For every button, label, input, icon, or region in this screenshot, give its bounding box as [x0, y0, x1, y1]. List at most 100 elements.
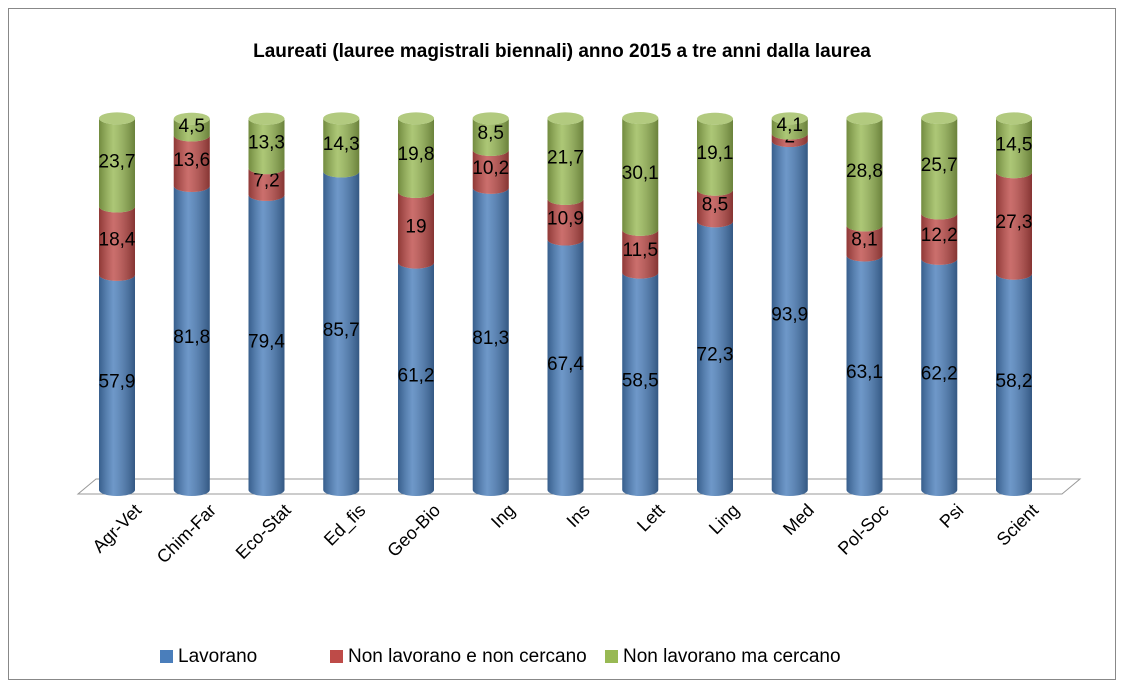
bar-shade — [472, 118, 509, 156]
bar-shade — [398, 118, 434, 198]
data-label: 19 — [405, 216, 426, 237]
bar-cap-light — [921, 112, 958, 124]
bar-shade — [921, 213, 958, 265]
bar-cap-light — [846, 112, 883, 125]
data-label: 63,1 — [846, 362, 883, 383]
bar-shade — [472, 187, 509, 497]
bar-cap-light — [323, 112, 360, 125]
bar-shade — [996, 172, 1032, 280]
data-label: 57,9 — [99, 371, 136, 392]
bar-shade — [398, 262, 434, 496]
data-label: 72,3 — [697, 345, 734, 366]
data-label: 25,7 — [921, 155, 958, 176]
bar-cap — [173, 112, 210, 125]
bar-cap — [472, 112, 509, 125]
bar-shade — [622, 229, 659, 279]
bar-cap — [99, 112, 135, 125]
bar-shade — [921, 258, 958, 497]
bar-shade — [173, 186, 210, 497]
bar-shade — [99, 206, 135, 281]
chart-title: Laureati (lauree magistrali biennali) an… — [253, 41, 871, 62]
data-label: 14,5 — [996, 134, 1033, 155]
bar-shade — [173, 135, 210, 193]
bar-cap — [697, 112, 733, 125]
data-label: 8,5 — [702, 195, 728, 216]
bar-cap — [248, 112, 285, 125]
bar-cap — [547, 112, 584, 125]
bar-shade — [846, 255, 883, 497]
bar-shade — [697, 118, 733, 196]
data-label: 30,1 — [622, 163, 659, 184]
bar-shade — [547, 199, 584, 246]
data-label: 19,1 — [697, 143, 734, 164]
bar-cap — [846, 112, 883, 125]
bar-shade — [771, 133, 808, 148]
data-label: 13,3 — [248, 132, 285, 153]
bar-shade — [622, 118, 659, 236]
bar-shade — [323, 118, 360, 178]
data-label: 13,6 — [173, 150, 210, 171]
data-label: 12,2 — [921, 225, 958, 246]
bar-shade — [771, 141, 808, 497]
data-label: 62,2 — [921, 363, 958, 384]
data-label: 7,2 — [253, 171, 279, 192]
data-label: 58,2 — [996, 371, 1033, 392]
bar-shade — [771, 118, 808, 140]
bar-shade — [697, 189, 733, 228]
bar-cap-light — [472, 112, 509, 125]
bar-cap-light — [173, 112, 210, 125]
legend-label: Non lavorano e non cercano — [348, 646, 587, 667]
data-label: 27,3 — [996, 212, 1033, 233]
data-label: 8,1 — [851, 229, 877, 250]
data-label: 79,4 — [248, 331, 285, 352]
bar-shade — [846, 225, 883, 262]
legend-swatch — [160, 650, 173, 663]
bar-cap — [622, 112, 659, 124]
data-label: 19,8 — [398, 144, 435, 165]
bar-shade — [921, 118, 958, 220]
data-label: 14,3 — [323, 134, 360, 155]
data-label: 21,7 — [547, 148, 584, 169]
bar-shade — [248, 118, 285, 175]
data-label: 81,3 — [472, 328, 509, 349]
data-label: 58,5 — [622, 370, 659, 391]
bar-shade — [547, 118, 584, 206]
bar-shade — [697, 221, 733, 496]
bar-cap-light — [771, 112, 808, 125]
data-label: 93,9 — [771, 305, 808, 326]
bar-cap-light — [99, 112, 135, 125]
data-label: 61,2 — [398, 365, 435, 386]
data-label: 85,7 — [323, 320, 360, 341]
bar-shade — [173, 118, 210, 142]
bar-cap — [323, 112, 360, 125]
bar-cap-light — [248, 112, 285, 125]
bar-shade — [99, 118, 135, 213]
bar-cap — [996, 112, 1032, 125]
bar-shade — [472, 149, 509, 194]
data-label: 23,7 — [99, 151, 136, 172]
bar-shade — [323, 171, 360, 497]
data-label: 4,5 — [179, 116, 205, 137]
legend-label: Lavorano — [178, 646, 257, 667]
bar-cap — [771, 112, 808, 125]
data-label: 10,9 — [547, 208, 584, 229]
legend-label: Non lavorano ma cercano — [623, 646, 841, 667]
bar-shade — [996, 118, 1032, 179]
bar-shade — [248, 168, 285, 201]
bar-cap — [921, 112, 958, 124]
bar-cap-light — [398, 112, 434, 125]
data-label: 4,1 — [777, 115, 803, 136]
data-label: 10,2 — [472, 158, 509, 179]
bar-cap-light — [547, 112, 584, 125]
bar-shade — [248, 194, 285, 497]
bar-shade — [846, 118, 883, 232]
legend-swatch — [605, 650, 618, 663]
bar-shade — [99, 274, 135, 496]
data-label: 18,4 — [99, 230, 136, 251]
data-label: 11,5 — [622, 240, 658, 261]
bar-shade — [398, 191, 434, 269]
bar-shade — [622, 272, 659, 497]
bar-shade — [547, 239, 584, 497]
bar-cap — [398, 112, 434, 125]
bar-shade — [996, 273, 1032, 496]
